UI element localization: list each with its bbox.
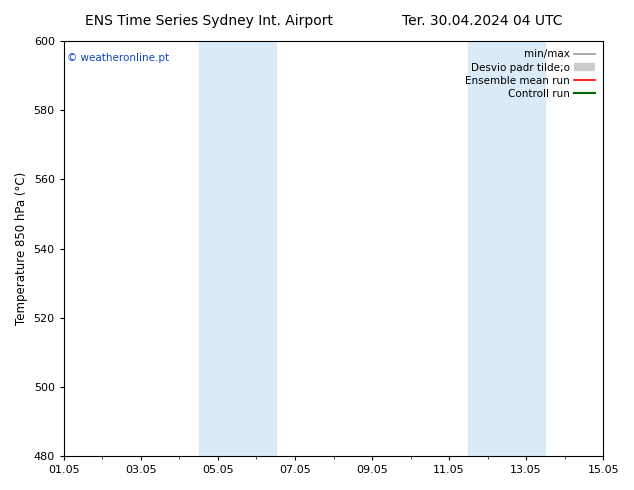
- Text: Ter. 30.04.2024 04 UTC: Ter. 30.04.2024 04 UTC: [401, 14, 562, 28]
- Text: © weatheronline.pt: © weatheronline.pt: [67, 53, 169, 64]
- Legend: min/max, Desvio padr tilde;o, Ensemble mean run, Controll run: min/max, Desvio padr tilde;o, Ensemble m…: [462, 46, 598, 102]
- Y-axis label: Temperature 850 hPa (°C): Temperature 850 hPa (°C): [15, 172, 28, 325]
- Text: ENS Time Series Sydney Int. Airport: ENS Time Series Sydney Int. Airport: [85, 14, 333, 28]
- Bar: [469, 41, 545, 456]
- Bar: [198, 41, 276, 456]
